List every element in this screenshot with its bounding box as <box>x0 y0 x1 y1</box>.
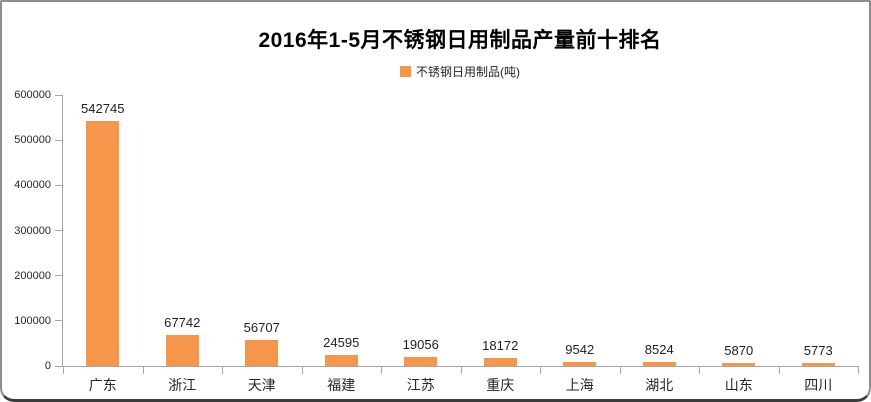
x-axis-tick <box>63 366 64 374</box>
x-axis-label: 广东 <box>88 377 117 393</box>
y-axis-tick <box>55 230 62 231</box>
x-axis-label: 湖北 <box>645 377 674 393</box>
bar-value-label: 8524 <box>644 342 674 357</box>
y-axis-label: 400000 <box>14 179 51 192</box>
y-axis-tick <box>55 365 62 367</box>
x-axis-tick <box>142 366 144 374</box>
bar-value-label: 9542 <box>565 342 595 357</box>
chart-title: 2016年1-5月不锈钢日用制品产量前十排名 <box>258 29 662 52</box>
bar <box>86 121 120 366</box>
bar-value-label: 19056 <box>402 337 439 352</box>
x-axis-tick <box>778 366 780 374</box>
y-axis-tick <box>55 94 62 96</box>
x-axis-tick <box>619 366 621 374</box>
y-axis-label: 600000 <box>14 89 51 101</box>
bar-value-label: 542745 <box>81 101 125 116</box>
bar <box>483 358 517 366</box>
x-axis-label: 天津 <box>247 377 276 393</box>
bar-value-label: 24595 <box>323 335 360 350</box>
bar <box>563 362 597 366</box>
bar <box>165 335 199 366</box>
y-axis-label: 200000 <box>14 269 51 282</box>
y-axis-tick <box>55 184 62 186</box>
bar-value-label: 18172 <box>482 338 519 353</box>
chart-legend: 不锈钢日用制品(吨) <box>60 63 860 80</box>
y-axis-tick <box>55 275 62 277</box>
x-axis-label: 山东 <box>724 377 753 393</box>
x-axis-tick <box>301 366 303 374</box>
x-axis-label: 江苏 <box>406 377 435 393</box>
x-axis-label: 上海 <box>565 377 594 393</box>
y-axis-tick <box>55 139 62 141</box>
y-axis-label: 300000 <box>14 224 51 237</box>
plot-area: 0 100000 200000 300000 400000 500000 600000 542… <box>14 89 859 393</box>
legend-swatch-icon <box>400 66 411 77</box>
y-axis-label: 100000 <box>14 314 51 327</box>
bar <box>722 363 756 366</box>
x-axis-tick <box>222 366 223 374</box>
bar <box>404 357 438 366</box>
bar <box>324 355 358 366</box>
bar-value-label: 67742 <box>164 315 201 330</box>
x-axis-label: 福建 <box>327 377 356 393</box>
bar <box>245 340 279 366</box>
x-axis-tick <box>381 366 382 374</box>
x-axis-tick <box>540 366 541 374</box>
x-axis-tick <box>858 366 859 374</box>
y-axis-label: 500000 <box>14 134 51 147</box>
y-axis-label: 0 <box>44 360 51 372</box>
y-axis-tick <box>55 320 62 322</box>
bar-value-label: 56707 <box>243 320 280 335</box>
bar <box>801 363 835 366</box>
bar-value-label: 5870 <box>724 343 754 358</box>
x-axis-label: 四川 <box>804 377 833 393</box>
bar-value-label: 5773 <box>803 343 833 358</box>
x-axis-label: 浙江 <box>168 377 197 393</box>
x-axis-tick <box>699 366 700 374</box>
bar <box>642 362 676 366</box>
legend-label: 不锈钢日用制品(吨) <box>416 65 520 79</box>
x-axis-tick <box>460 366 462 374</box>
x-axis-label: 重庆 <box>486 377 515 393</box>
